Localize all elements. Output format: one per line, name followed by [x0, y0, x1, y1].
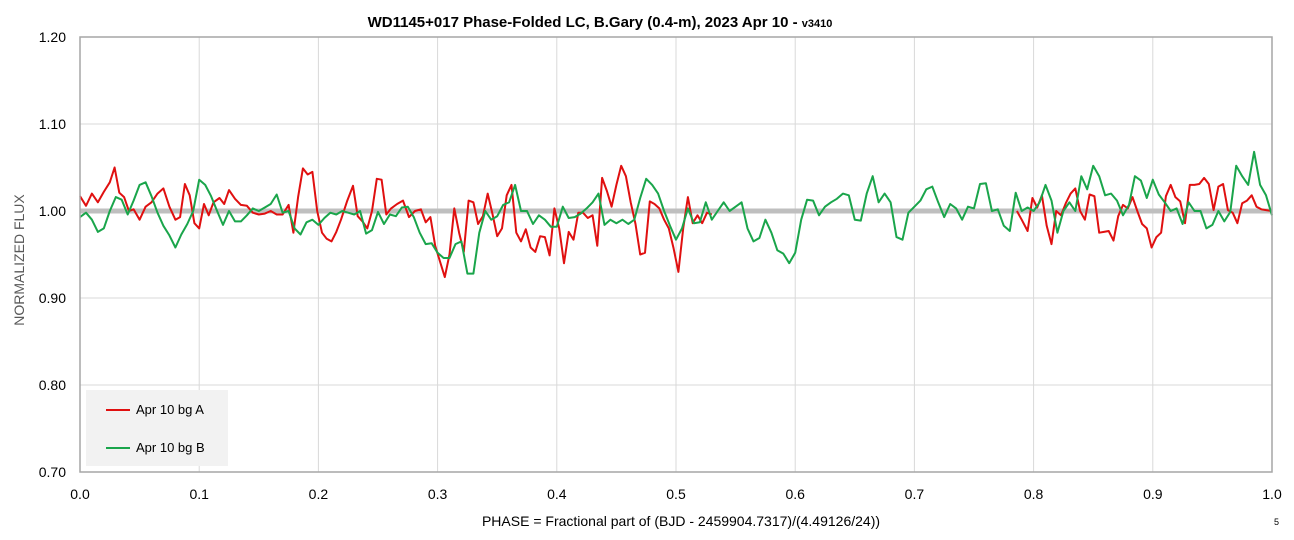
x-tick-label: 0.5 [666, 486, 686, 502]
chart-title-version: v3410 [802, 18, 833, 30]
y-tick-label: 1.00 [39, 203, 66, 219]
x-tick-label: 0.0 [70, 486, 90, 502]
legend-label-apr10-bg-a: Apr 10 bg A [136, 402, 204, 417]
series-apr10-bg-b [79, 150, 1273, 275]
y-axis-label: NORMALIZED FLUX [11, 194, 27, 326]
y-tick-label: 0.70 [39, 464, 66, 480]
x-tick-label: 0.8 [1024, 486, 1044, 502]
corner-note: 5 [1274, 517, 1279, 527]
x-tick-label: 0.4 [547, 486, 567, 502]
x-tick-label: 0.2 [309, 486, 329, 502]
series-line [1016, 176, 1273, 249]
plot-area-border [79, 36, 1273, 473]
legend: Apr 10 bg A Apr 10 bg B [86, 390, 228, 466]
x-tick-label: 0.6 [785, 486, 805, 502]
y-tick-label: 0.90 [39, 290, 66, 306]
chart-title: WD1145+017 Phase-Folded LC, B.Gary (0.4-… [368, 14, 833, 31]
legend-box [86, 390, 228, 466]
y-tick-label: 0.80 [39, 377, 66, 393]
x-tick-label: 0.1 [189, 486, 209, 502]
series-layer [79, 150, 1273, 279]
x-tick-label: 0.9 [1143, 486, 1163, 502]
y-tick-label: 1.10 [39, 116, 66, 132]
legend-label-apr10-bg-b: Apr 10 bg B [136, 440, 205, 455]
x-axis-label: PHASE = Fractional part of (BJD - 245990… [482, 513, 880, 529]
x-tick-label: 1.0 [1262, 486, 1282, 502]
y-tick-label: 1.20 [39, 29, 66, 45]
x-tick-label: 0.7 [905, 486, 925, 502]
series-line [79, 150, 1273, 275]
chart-title-main: WD1145+017 Phase-Folded LC, B.Gary (0.4-… [368, 14, 802, 31]
x-tick-label: 0.3 [428, 486, 448, 502]
x-tick-labels: 0.0 0.1 0.2 0.3 0.4 0.5 0.6 0.7 0.8 0.9 1.0 [70, 486, 1282, 502]
y-tick-labels: 0.70 0.80 0.90 1.00 1.10 1.20 [39, 29, 66, 480]
